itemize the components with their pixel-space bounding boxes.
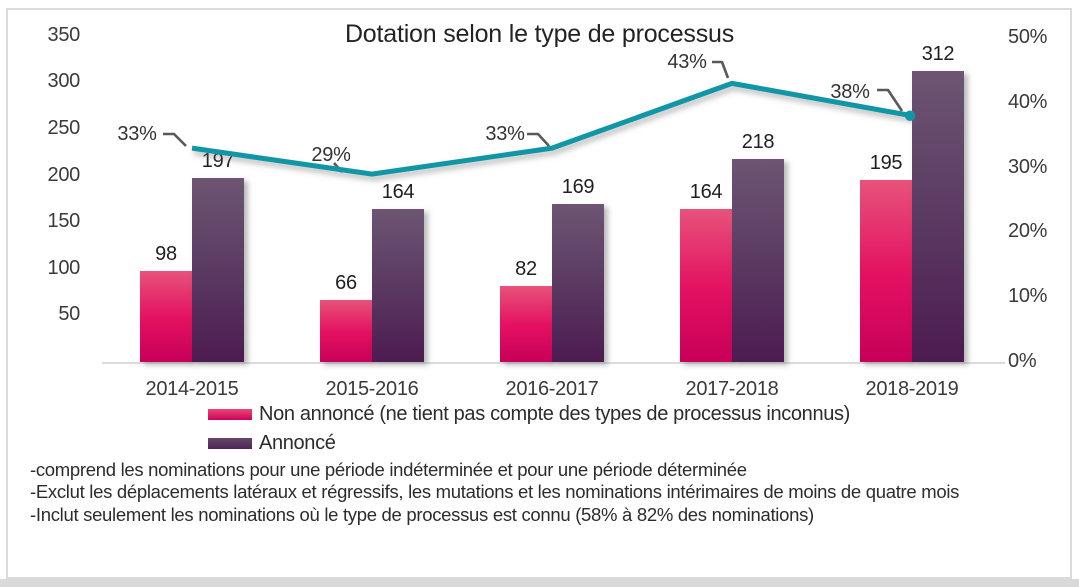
legend-label-annonce: Annoncé <box>259 431 336 454</box>
bar-annonce-2018-2019 <box>912 71 964 362</box>
bar-value-label: 218 <box>741 130 775 153</box>
x-axis-category: 2016-2017 <box>505 378 599 400</box>
bar-annonce-2016-2017 <box>552 204 604 362</box>
line-point-label: 29% <box>311 144 351 167</box>
bar-value-label: 82 <box>515 257 537 280</box>
bar-value-label: 197 <box>201 150 235 173</box>
x-axis-category: 2018-2019 <box>865 378 959 400</box>
right-axis-tick: 0% <box>1008 350 1037 372</box>
percentage-line <box>191 80 913 177</box>
footnote-3: -Inclut seulement les nominations où le … <box>30 503 814 525</box>
right-axis-tick: 30% <box>1008 155 1048 178</box>
x-axis-category: 2014-2015 <box>145 378 239 400</box>
left-axis-tick: 350 <box>47 23 81 46</box>
x-axis-category: 2017-2018 <box>685 378 779 400</box>
legend-item-annonce: Annoncé <box>208 431 850 455</box>
left-axis-tick: 150 <box>47 210 81 233</box>
line-point-label: 33% <box>485 123 525 146</box>
left-axis-tick: 100 <box>47 256 81 279</box>
line-point-label: 43% <box>667 51 707 74</box>
right-axis-tick: 50% <box>1008 26 1048 48</box>
bar-annonce-2015-2016 <box>372 209 424 362</box>
legend: Non annoncé (ne tient pas compte des typ… <box>208 402 850 460</box>
bar-non-annonce-2016-2017 <box>500 285 552 362</box>
right-axis-tick: 20% <box>1008 220 1048 243</box>
footnote-2: -Exclut les déplacements latéraux et rég… <box>30 481 960 503</box>
bar-non-annonce-2015-2016 <box>320 300 372 362</box>
x-axis-line <box>102 362 1005 364</box>
left-axis-tick: 50 <box>58 303 80 326</box>
bar-value-label: 98 <box>155 242 177 265</box>
bar-value-label: 169 <box>561 176 595 199</box>
bar-value-label: 164 <box>381 181 415 204</box>
panel-bottom-edge <box>0 579 1079 587</box>
bar-non-annonce-2018-2019 <box>860 180 912 362</box>
x-axis-category: 2015-2016 <box>325 378 419 400</box>
label-leader-line <box>877 88 904 112</box>
label-leader-line <box>527 132 550 147</box>
legend-swatch-non-annonce-icon <box>208 408 252 420</box>
bar-annonce-2017-2018 <box>732 158 784 362</box>
line-end-marker <box>904 110 916 121</box>
right-axis-tick: 10% <box>1008 285 1048 308</box>
label-leader-line <box>712 60 730 79</box>
bar-value-label: 164 <box>689 181 723 204</box>
line-point-label: 33% <box>117 123 157 146</box>
left-axis-tick: 200 <box>47 163 81 186</box>
legend-item-non-annonce: Non annoncé (ne tient pas compte des typ… <box>208 402 850 426</box>
left-axis-tick: 250 <box>47 117 81 139</box>
bar-non-annonce-2017-2018 <box>680 209 732 362</box>
legend-swatch-annonce-icon <box>208 437 252 449</box>
line-point-label: 38% <box>830 80 870 103</box>
left-axis-tick: 300 <box>47 70 81 93</box>
bar-value-label: 66 <box>335 272 357 295</box>
right-axis-tick: 40% <box>1008 90 1048 113</box>
bar-value-label: 195 <box>869 152 903 175</box>
chart-title: Dotation selon le type de processus <box>344 20 735 48</box>
bar-annonce-2014-2015 <box>192 178 244 362</box>
footnote-1: -comprend les nominations pour une pério… <box>30 459 747 480</box>
bar-non-annonce-2014-2015 <box>140 270 192 362</box>
footnotes: -comprend les nominations pour une pério… <box>30 459 1020 526</box>
label-leader-line <box>163 132 187 147</box>
bar-value-label: 312 <box>921 43 955 66</box>
legend-label-non-annonce: Non annoncé (ne tient pas compte des typ… <box>259 402 850 425</box>
